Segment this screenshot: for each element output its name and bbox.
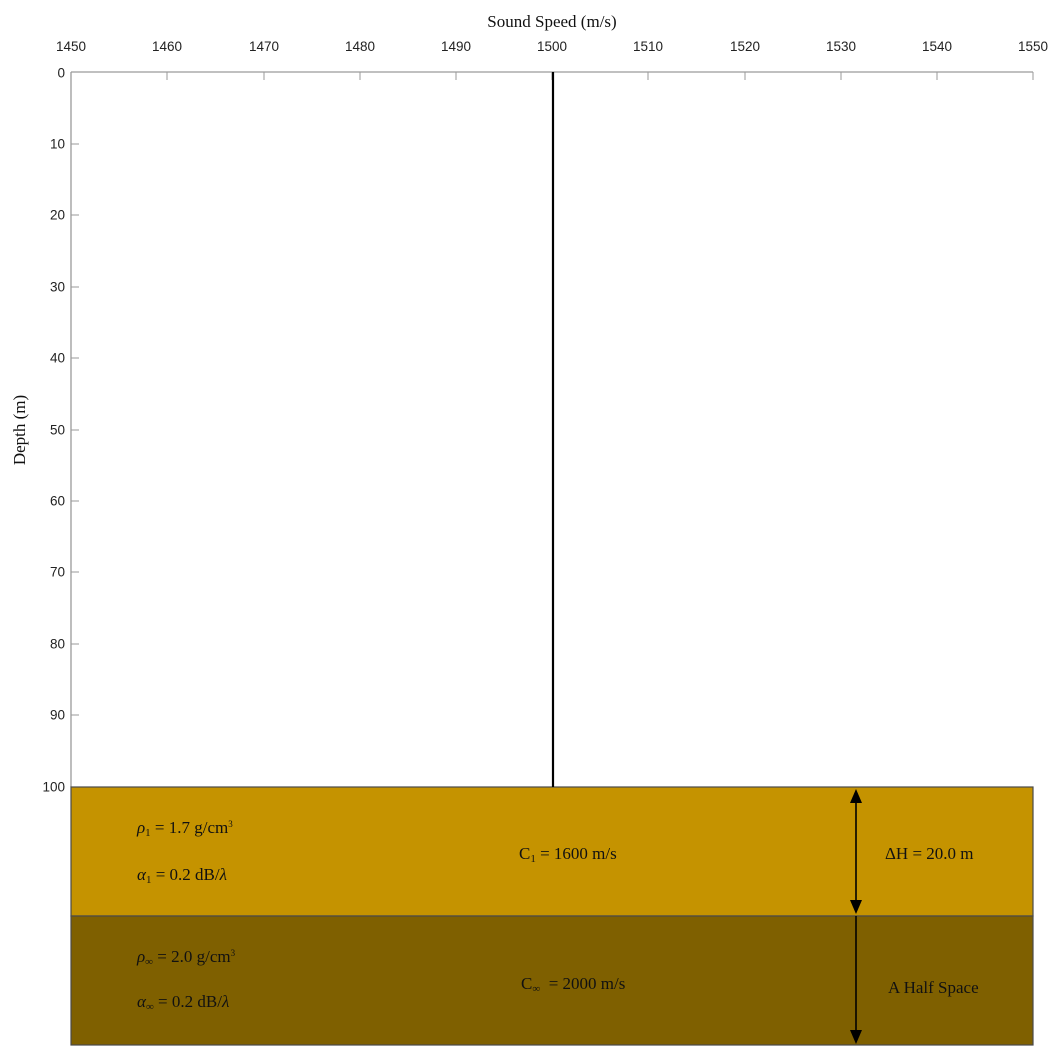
layer2-attenuation-label: α∞ = 0.2 dB/λ bbox=[137, 992, 229, 1013]
y-tick-label: 50 bbox=[49, 422, 65, 438]
half-space-arrow-icon bbox=[850, 916, 862, 1044]
thickness-arrow-icon bbox=[850, 789, 862, 914]
y-ticks bbox=[71, 71, 79, 716]
rho-symbol: ρ bbox=[137, 818, 146, 837]
cubed-superscript: 3 bbox=[228, 819, 233, 829]
x-tick-label: 1470 bbox=[248, 39, 280, 54]
cubed-superscript: 3 bbox=[230, 948, 236, 958]
y-tick-label: 70 bbox=[49, 564, 65, 580]
attenuation-value: = 0.2 dB/ bbox=[153, 992, 222, 1011]
alpha-subscript: ∞ bbox=[145, 1001, 154, 1013]
sound-speed-value: = 1600 m/s bbox=[535, 844, 617, 863]
x-tick-labels: 1450 1460 1470 1480 1490 1500 1510 1520 … bbox=[0, 36, 1063, 56]
y-tick-label: 10 bbox=[49, 136, 65, 152]
sediment-layer bbox=[70, 786, 1034, 917]
x-tick-label: 1500 bbox=[536, 39, 568, 54]
sound-speed-value: = 2000 m/s bbox=[540, 974, 626, 993]
rho-subscript: ∞ bbox=[145, 956, 154, 968]
y-tick-labels: 0 10 20 30 40 50 60 70 80 90 100 bbox=[0, 0, 70, 1061]
x-tick-label: 1490 bbox=[440, 39, 472, 54]
y-tick-label: 30 bbox=[49, 279, 65, 295]
y-tick-label: 90 bbox=[49, 707, 65, 723]
y-tick-label: 60 bbox=[49, 493, 65, 509]
y-tick-label: 20 bbox=[49, 207, 65, 223]
layer1-density-label: ρ1 = 1.7 g/cm3 bbox=[137, 818, 233, 839]
attenuation-value: = 0.2 dB/ bbox=[151, 865, 220, 884]
alpha-symbol: α bbox=[137, 992, 146, 1011]
y-tick-label: 0 bbox=[57, 65, 65, 81]
x-tick-label: 1460 bbox=[151, 39, 183, 54]
layer1-attenuation-label: α1 = 0.2 dB/λ bbox=[137, 865, 227, 886]
c-symbol: C bbox=[519, 844, 531, 863]
c-subscript: ∞ bbox=[532, 983, 541, 995]
x-tick-label: 1510 bbox=[632, 39, 664, 54]
c-subscript: 1 bbox=[530, 853, 536, 865]
layer2-sound-speed-label: C∞ = 2000 m/s bbox=[521, 974, 625, 995]
y-tick-label: 100 bbox=[42, 779, 65, 795]
layer1-sound-speed-label: C1 = 1600 m/s bbox=[519, 844, 617, 865]
lambda-symbol: λ bbox=[219, 865, 227, 884]
layer2-density-label: ρ∞ = 2.0 g/cm3 bbox=[137, 947, 235, 968]
y-tick-label: 80 bbox=[49, 636, 65, 652]
density-value: = 1.7 g/cm bbox=[150, 818, 229, 837]
x-tick-label: 1480 bbox=[344, 39, 376, 54]
alpha-subscript: 1 bbox=[145, 874, 152, 886]
density-value: = 2.0 g/cm bbox=[153, 947, 231, 966]
rho-subscript: 1 bbox=[145, 827, 151, 839]
x-tick-label: 1530 bbox=[825, 39, 857, 54]
x-tick-label: 1520 bbox=[729, 39, 761, 54]
alpha-symbol: α bbox=[137, 865, 146, 884]
x-axis-title: Sound Speed (m/s) bbox=[487, 12, 617, 31]
x-tick-label: 1450 bbox=[55, 39, 87, 54]
layer1-thickness-label: ΔH = 20.0 m bbox=[885, 844, 974, 863]
half-space-layer bbox=[70, 915, 1034, 1046]
c-symbol: C bbox=[521, 974, 533, 993]
rho-symbol: ρ bbox=[137, 947, 146, 966]
x-tick-label: 1550 bbox=[1017, 39, 1049, 54]
y-tick-label: 40 bbox=[49, 350, 65, 366]
lambda-symbol: λ bbox=[221, 992, 230, 1011]
half-space-label: A Half Space bbox=[888, 978, 979, 997]
x-tick-label: 1540 bbox=[921, 39, 953, 54]
